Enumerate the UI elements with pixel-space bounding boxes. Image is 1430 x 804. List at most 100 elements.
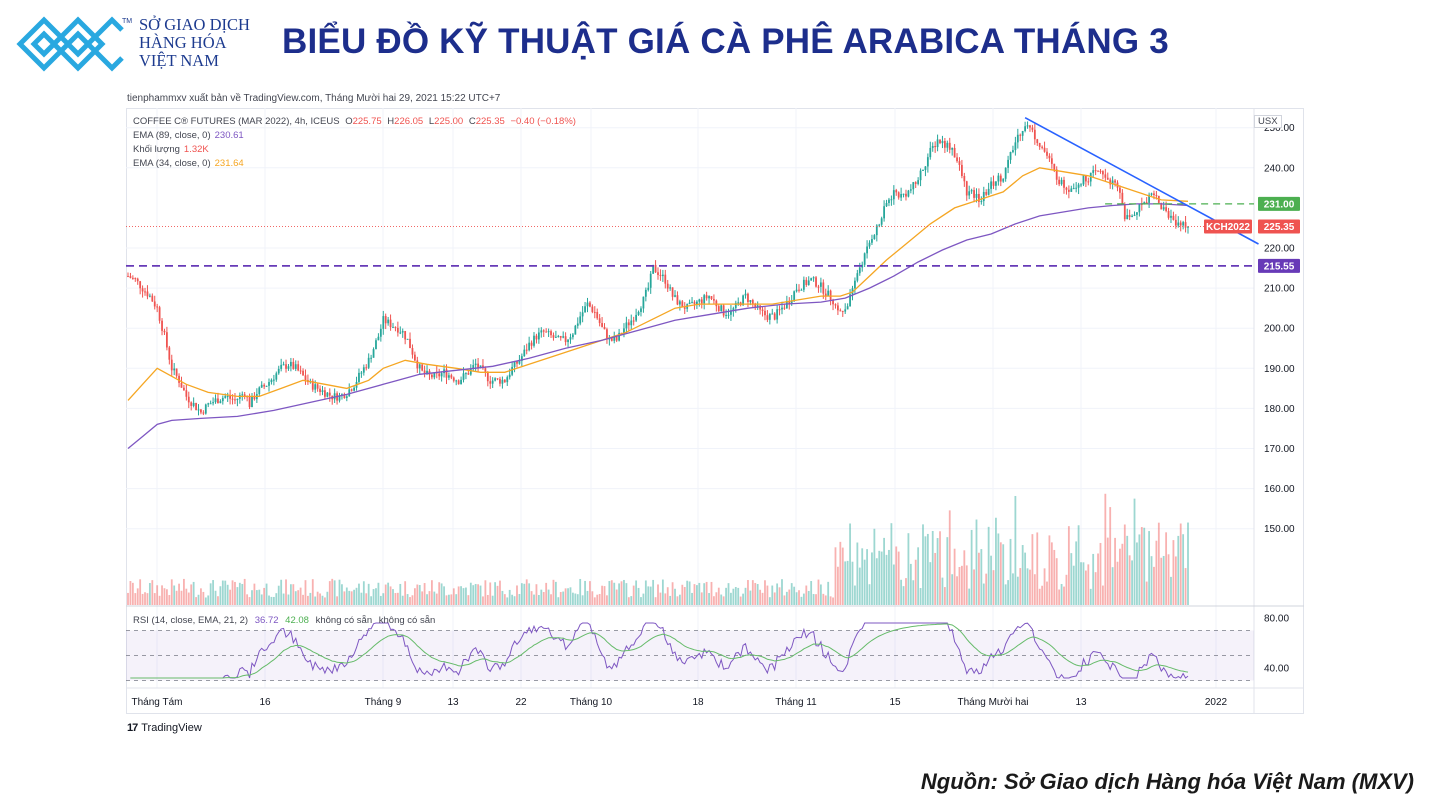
legend-volume[interactable]: Khối lượng 1.32K (133, 144, 209, 155)
volume-bar (589, 581, 591, 605)
candle-body (520, 356, 523, 361)
volume-bar (584, 580, 586, 605)
candle-body (491, 380, 494, 384)
candle-body (625, 322, 628, 329)
volume-bar (231, 580, 234, 605)
candle-body (287, 366, 290, 369)
volume-bar (827, 581, 830, 605)
volume-bar (190, 584, 193, 605)
candle-body (717, 306, 720, 312)
tradingview-brand[interactable]: 17 TradingView (127, 722, 202, 734)
legend-symbol-row: COFFEE C® FUTURES (MAR 2022), 4h, ICEUS … (133, 116, 576, 127)
volume-bar (744, 587, 747, 605)
candle-body (268, 382, 270, 386)
y-tick-label: 220.00 (1264, 244, 1295, 255)
volume-bar (243, 578, 246, 605)
candle-body (671, 287, 674, 297)
candle-body (343, 394, 346, 398)
volume-bar (353, 589, 356, 605)
volume-bar (649, 586, 652, 605)
candle-body (990, 181, 992, 189)
candle-body (732, 308, 735, 311)
candle-body (156, 306, 159, 308)
volume-bar (873, 528, 876, 605)
volume-bar (1172, 540, 1175, 605)
candle-body (754, 303, 757, 307)
candle-body (666, 283, 669, 289)
volume-bar (922, 524, 924, 605)
volume-bar (511, 594, 514, 605)
tradingview-chart[interactable]: 80.00 40.00 250.00 240.00 220.00 210.00 200.0… (126, 108, 1304, 714)
legend-rsi[interactable]: RSI (14, close, EMA, 21, 2) 36.72 42.08 … (133, 615, 435, 626)
candle-body (314, 384, 317, 390)
candle-body (1184, 222, 1187, 228)
y-tick-label: 240.00 (1264, 163, 1295, 174)
volume-bar (941, 577, 944, 605)
candle-body (1160, 202, 1163, 210)
volume-bar (1140, 527, 1143, 605)
candle-body (275, 373, 278, 380)
volume-bar (978, 552, 980, 605)
candle-body (129, 276, 132, 278)
candle-body (1138, 203, 1141, 213)
currency-button[interactable]: USX (1254, 115, 1282, 128)
candle-body (960, 164, 963, 177)
candle-body (234, 399, 236, 401)
volume-bar (1179, 523, 1182, 605)
last-price-tag: 225.35 (1264, 222, 1295, 233)
volume-bar (965, 565, 968, 605)
candle-body (452, 377, 455, 381)
volume-bar (165, 589, 168, 605)
candle-body (389, 319, 392, 328)
candle-body (496, 378, 499, 380)
volume-bar (185, 588, 188, 605)
x-tick-label: Tháng 9 (365, 697, 402, 708)
volume-bar (1026, 568, 1029, 605)
volume-bar (778, 587, 781, 605)
chart-canvas[interactable]: 80.00 40.00 250.00 240.00 220.00 210.00 200.0… (126, 108, 1304, 714)
candle-body (1106, 177, 1109, 180)
volume-bar (625, 583, 628, 605)
volume-bar (389, 586, 392, 605)
candle-body (1055, 169, 1058, 180)
volume-bar (229, 589, 232, 605)
x-tick-label: Tháng 10 (570, 697, 613, 708)
price-tags: 231.00 215.55 KCH2022 225.35 (1204, 196, 1300, 273)
candle-body (358, 372, 360, 382)
volume-bar (637, 587, 640, 605)
volume-bar (1128, 555, 1131, 605)
candle-body (406, 338, 409, 340)
candle-body (873, 235, 876, 240)
legend-ema34[interactable]: EMA (34, close, 0) 231.64 (133, 158, 244, 169)
candle-body (968, 191, 971, 196)
candle-body (217, 398, 219, 404)
volume-bar (849, 523, 851, 605)
volume-bar (705, 581, 708, 605)
candle-body (664, 274, 667, 284)
volume-bar (224, 580, 227, 605)
candle-body (409, 338, 411, 349)
volume-bar (246, 594, 249, 605)
x-tick-label: 22 (515, 697, 527, 708)
y-tick-label: 180.00 (1264, 404, 1295, 415)
volume-bar (285, 579, 287, 605)
volume-bar (503, 594, 506, 605)
volume-bar (445, 595, 448, 605)
candle-body (1174, 219, 1177, 226)
candle-body (387, 319, 390, 324)
volume-bar (572, 592, 574, 605)
volume-bar (1126, 535, 1129, 605)
volume-bar (854, 585, 856, 605)
candle-body (661, 274, 664, 277)
candle-body (421, 364, 424, 371)
volume-bar (970, 529, 973, 605)
legend-ema89[interactable]: EMA (89, close, 0) 230.61 (133, 130, 244, 141)
candle-body (610, 338, 613, 341)
candle-body (185, 390, 188, 397)
volume-bar (817, 579, 820, 605)
volume-bar (939, 531, 941, 605)
volume-bar (158, 595, 161, 605)
volume-bar (1087, 564, 1090, 605)
volume-bar (489, 582, 492, 605)
volume-bar (175, 590, 178, 605)
